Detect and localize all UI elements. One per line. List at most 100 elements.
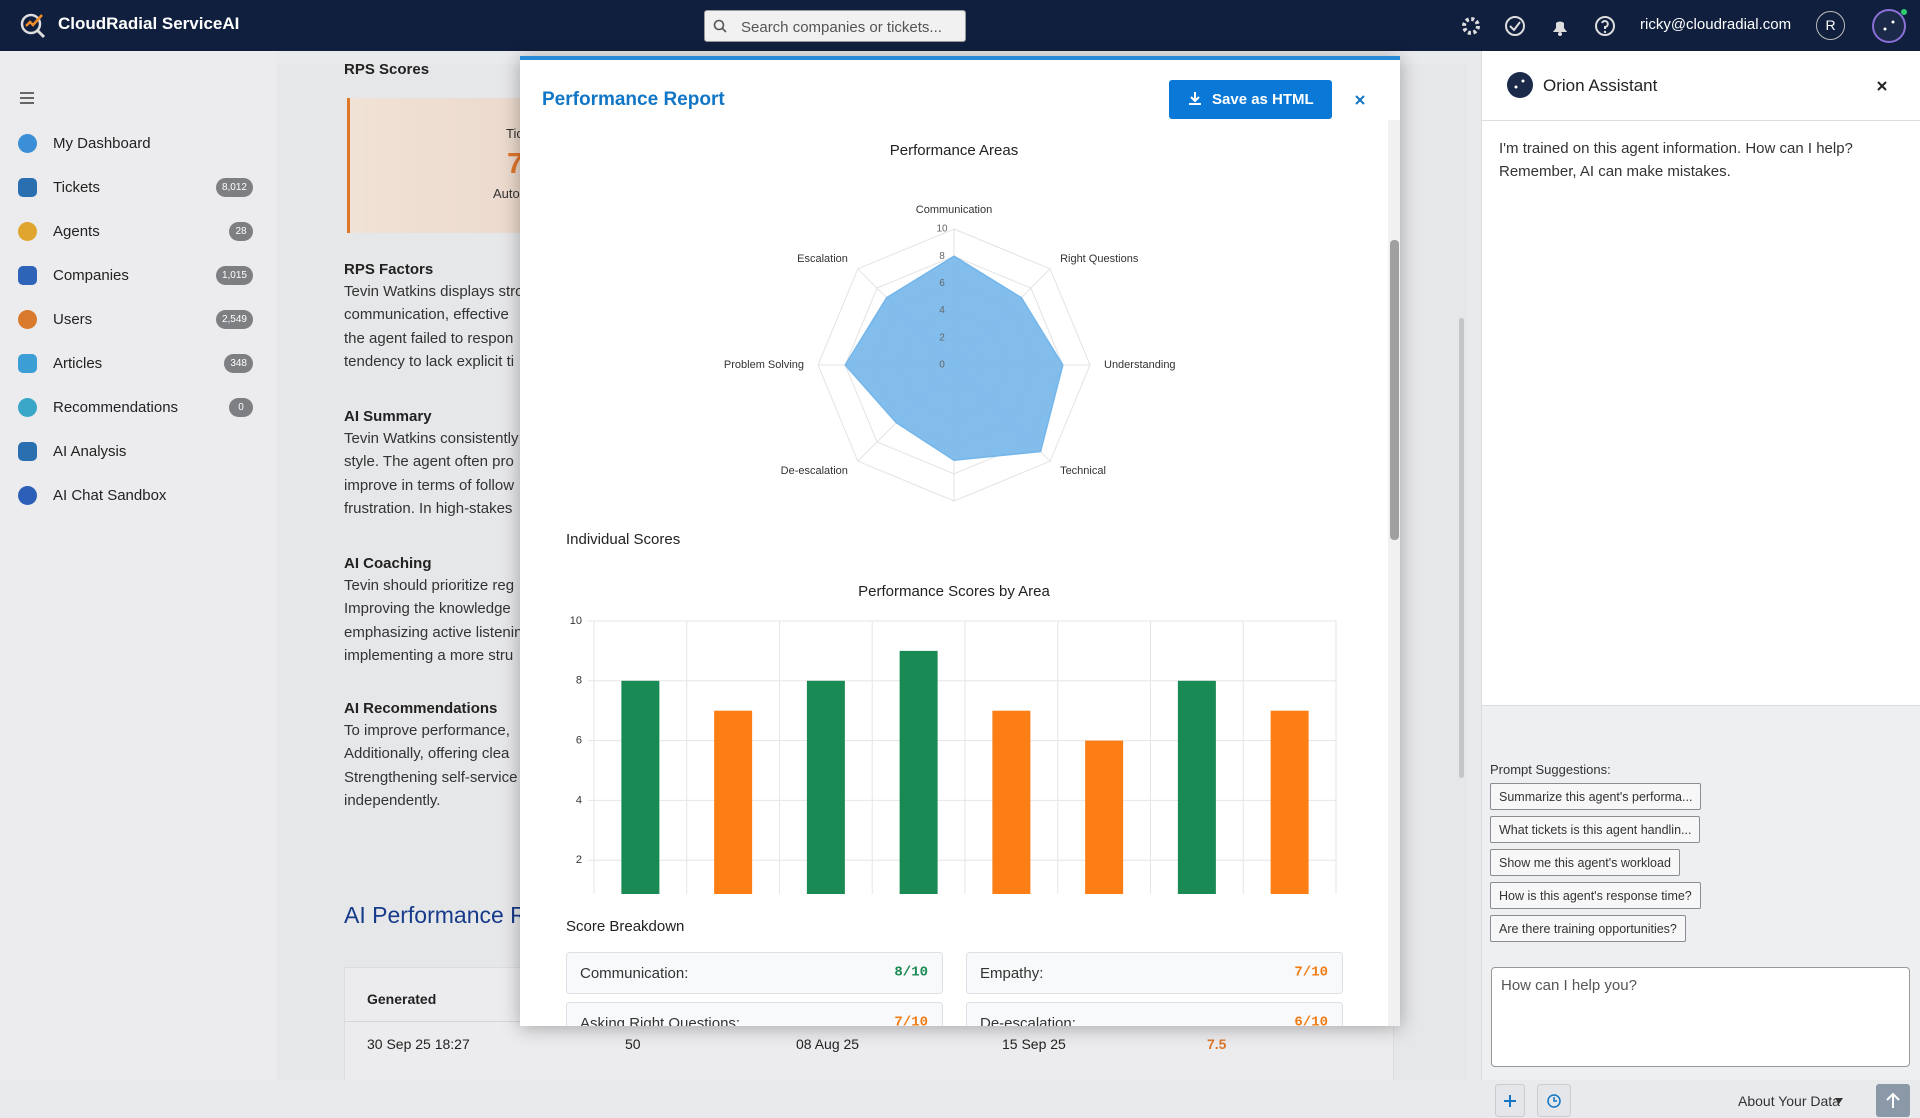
prompt-suggestion[interactable]: Are there training opportunities? [1490, 915, 1686, 942]
prompt-label: Prompt Suggestions: [1490, 762, 1611, 777]
axis-label: Right Questions [1060, 253, 1139, 265]
r-tick-label: 0 [939, 360, 945, 371]
nav-item[interactable]: Agents 28 [0, 217, 277, 247]
assistant-avatar[interactable] [1871, 7, 1911, 45]
section-text: Strengthening self-service [344, 768, 518, 786]
nav-icon [18, 266, 37, 285]
prompt-suggestion[interactable]: What tickets is this agent handlin... [1490, 816, 1701, 843]
section-heading: AI Recommendations [344, 700, 498, 717]
table-cell: 50 [625, 1036, 641, 1052]
scroll-thumb [1390, 240, 1399, 540]
table-cell: 15 Sep 25 [1002, 1036, 1066, 1052]
nav-item[interactable]: Articles 348 [0, 349, 277, 379]
user-avatar[interactable]: R [1816, 11, 1845, 40]
nav-badge: 28 [229, 222, 253, 241]
y-tick-label: 8 [576, 675, 582, 687]
divider [1482, 120, 1920, 121]
nav-icon [18, 134, 37, 153]
chat-input[interactable]: How can I help you? [1491, 967, 1910, 1067]
nav-label: Articles [53, 355, 103, 372]
download-icon [1189, 92, 1201, 105]
score-card [566, 1002, 943, 1026]
nav-item[interactable]: AI Chat Sandbox [0, 481, 277, 511]
bar [899, 650, 938, 894]
bar [992, 710, 1031, 894]
menu-toggle[interactable] [20, 91, 36, 105]
section-text: improve in terms of follow [344, 476, 515, 494]
nav-label: AI Chat Sandbox [53, 487, 167, 504]
heading: Score Breakdown [566, 918, 684, 935]
nav-item[interactable]: AI Analysis [0, 437, 277, 467]
nav-label: Recommendations [53, 399, 179, 416]
chart-title: Performance Scores by Area [858, 583, 1050, 600]
rps-title: RPS Scores [344, 64, 430, 78]
nav-badge: 1,015 [215, 266, 253, 285]
nav-icon [18, 354, 37, 373]
report-modal: Performance Report Save as HTML Individu… [520, 56, 1400, 1026]
ticket-card: Ticket 7. Automatio [347, 98, 552, 233]
table-cell: 08 Aug 25 [796, 1036, 860, 1052]
nav-label: Companies [53, 267, 129, 284]
nav-item[interactable]: Tickets 8,012 [0, 173, 277, 203]
nav-label: AI Analysis [53, 443, 127, 460]
nav-icon [18, 486, 37, 505]
logo [20, 13, 46, 39]
table-header: Generated [367, 991, 437, 1007]
nav-item[interactable]: Companies 1,015 [0, 261, 277, 291]
nav-item[interactable]: Recommendations 0 [0, 393, 277, 423]
nav-item[interactable]: My Dashboard [0, 129, 277, 159]
score-value: 8/10 [894, 965, 928, 981]
r-tick-label: 10 [936, 224, 948, 235]
close-button[interactable] [1876, 80, 1888, 92]
assistant-icon [1507, 72, 1533, 98]
prompt-suggestion[interactable]: Show me this agent's workload [1490, 849, 1680, 876]
section-text: style. The agent often pro [344, 453, 514, 471]
bar [1085, 740, 1124, 894]
nav-badge: 0 [229, 398, 253, 417]
nav-icon [18, 442, 37, 461]
nav-badge: 2,549 [215, 310, 253, 329]
bar [1177, 680, 1216, 894]
section-heading: RPS Factors [344, 261, 434, 278]
prompt-suggestion[interactable]: Summarize this agent's performa... [1490, 783, 1702, 810]
score-value: 7/10 [894, 1015, 928, 1026]
search-box[interactable]: Search companies or tickets... [704, 10, 966, 42]
modal-body: Individual Scores Score Breakdown Communic… [520, 120, 1388, 1026]
about-data[interactable]: About Your Data [1738, 1093, 1840, 1109]
user-email[interactable]: ricky@cloudradial.com [1640, 16, 1792, 33]
nav-icon [18, 310, 37, 329]
nav-badge: 348 [224, 354, 253, 373]
modal-close[interactable] [1354, 94, 1366, 106]
section-text: independently. [344, 791, 441, 809]
sidebar: My Dashboard Tickets 8,012 Agents 28 Companie… [0, 51, 277, 1080]
section-text: the agent failed to respon [344, 329, 514, 347]
nav-label: Users [53, 311, 93, 328]
nav-label: Agents [53, 223, 100, 240]
score-card [566, 952, 943, 994]
section-text: Tevin Watkins displays stro [344, 283, 524, 300]
prompt-suggestion[interactable]: How is this agent's response time? [1490, 882, 1701, 909]
y-tick-label: 10 [570, 615, 582, 627]
assistant-title: Orion Assistant [1543, 76, 1658, 95]
nav-icon [18, 222, 37, 241]
nav-item[interactable]: Users 2,549 [0, 305, 277, 335]
nav-icon [18, 398, 37, 417]
y-tick-label: 4 [576, 794, 582, 806]
section-heading: AI Coaching [344, 555, 432, 572]
assistant-message: Remember, AI can make mistakes. [1499, 163, 1731, 180]
heading: Individual Scores [566, 531, 680, 548]
nav-label: Tickets [53, 179, 100, 196]
assistant-panel: Orion Assistant Prompt Suggestions: How … [1481, 51, 1920, 1117]
score-label: Empathy: [980, 965, 1043, 982]
bar [1270, 710, 1309, 894]
chat-controls[interactable] [1495, 1084, 1915, 1118]
r-tick-label: 4 [939, 305, 945, 316]
section-text: To improve performance, [344, 722, 510, 739]
section-text: Improving the knowledge [344, 600, 511, 618]
header-icons[interactable] [1459, 13, 1629, 39]
section-title: AI Performance R [344, 902, 527, 928]
score-label: De-escalation: [980, 1015, 1076, 1026]
section-text: communication, effective [344, 306, 509, 324]
axis-label: Understanding [1104, 359, 1176, 371]
assistant-message: I'm trained on this agent information. H… [1499, 140, 1853, 157]
